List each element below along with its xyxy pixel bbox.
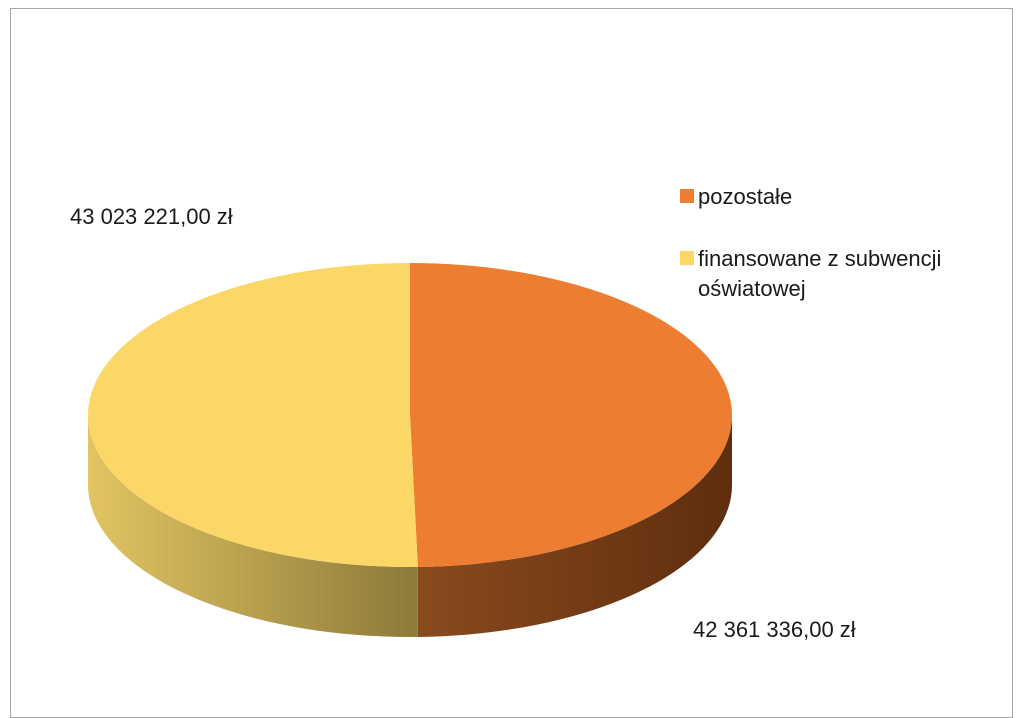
- pie-side-finansowane: [88, 415, 418, 637]
- legend-item-pozostale: pozostałe: [680, 182, 980, 212]
- legend-swatch-pozostale: [680, 189, 694, 203]
- legend-swatch-finansowane: [680, 251, 694, 265]
- data-label-pozostale: 42 361 336,00 zł: [693, 617, 856, 642]
- legend-label-pozostale: pozostałe: [698, 184, 793, 209]
- pie-side-pozostale: [417, 415, 732, 637]
- pie-slice-pozostale: [410, 263, 732, 567]
- legend-item-finansowane: finansowane z subwencji oświatowej: [680, 244, 980, 304]
- pie-slice-finansowane: [88, 263, 418, 567]
- data-label-finansowane: 43 023 221,00 zł: [70, 204, 233, 229]
- legend-label-finansowane: finansowane z subwencji oświatowej: [698, 246, 942, 301]
- legend: pozostałe finansowane z subwencji oświat…: [680, 182, 980, 336]
